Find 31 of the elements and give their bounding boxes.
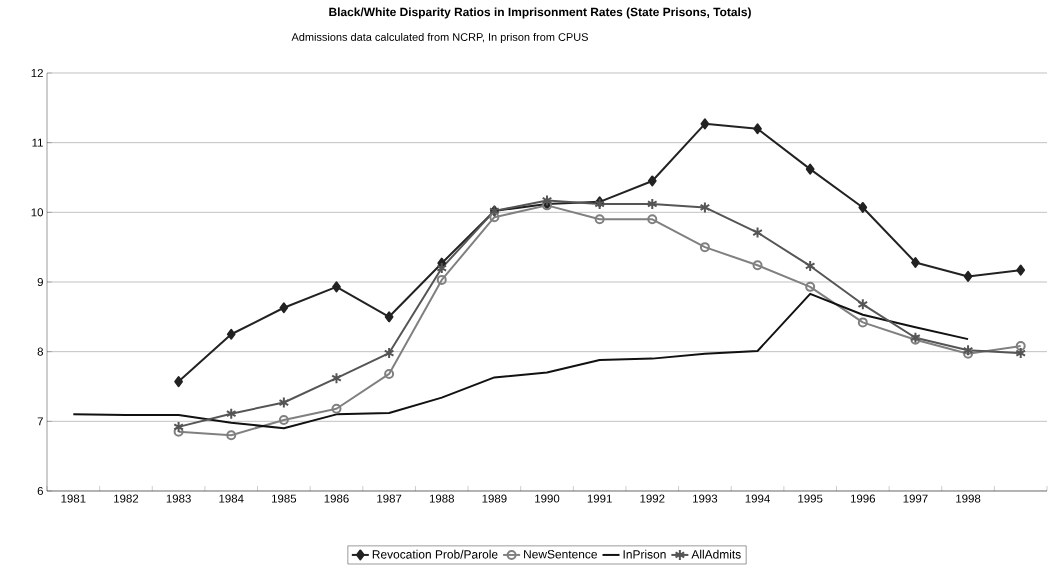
legend-label: InPrison: [623, 549, 666, 559]
x-tick-label: 1986: [324, 494, 349, 503]
y-tick-label: 12: [31, 68, 43, 77]
legend-label: Revocation Prob/Parole: [372, 549, 498, 559]
x-tick-label: 1990: [535, 494, 560, 503]
x-tick-label: 1981: [61, 494, 86, 503]
x-tick-label: 1985: [271, 494, 297, 503]
y-tick-label: 7: [37, 417, 43, 426]
y-tick-label: 9: [37, 277, 43, 287]
y-tick-label: 11: [32, 138, 43, 147]
x-tick-label: 1984: [219, 494, 244, 503]
x-tick-label: 1983: [166, 494, 191, 503]
y-tick-label: 6: [37, 486, 43, 496]
y-tick-label: 8: [37, 347, 43, 356]
x-tick-label: 1987: [377, 494, 402, 503]
x-tick-label: 1998: [956, 494, 981, 503]
legend-label: NewSentence: [524, 550, 597, 559]
x-tick-label: 1996: [850, 494, 876, 503]
chart-subtitle: Admissions data calculated from NCRP, In prison from CPUS: [291, 32, 588, 44]
legend-label: AllAdmits: [691, 549, 741, 559]
x-tick-label: 1993: [693, 494, 718, 503]
x-tick-label: 1995: [798, 494, 823, 503]
x-tick-label: 1992: [640, 494, 665, 503]
x-tick-label: 1991: [587, 494, 612, 503]
y-tick-label: 10: [31, 208, 44, 217]
x-tick-label: 1989: [482, 494, 507, 503]
chart-title: Black/White Disparity Ratios in Imprisonment Rates (State Prisons, Totals): [329, 7, 751, 19]
x-tick-label: 1988: [429, 494, 454, 503]
x-tick-label: 1997: [903, 494, 928, 503]
x-tick-label: 1994: [745, 494, 770, 503]
x-tick-label: 1982: [114, 494, 139, 503]
